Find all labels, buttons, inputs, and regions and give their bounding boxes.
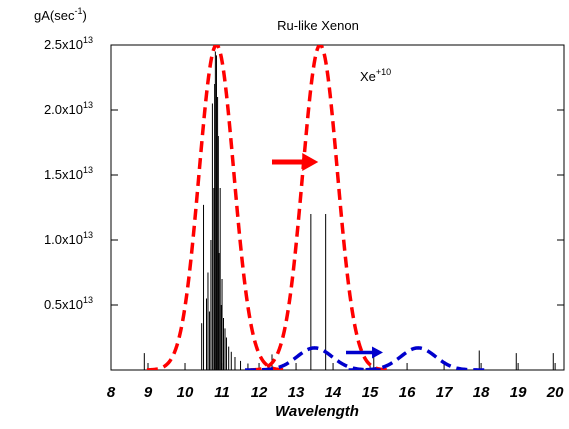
- x-tick-label: 11: [214, 384, 230, 401]
- chart-title: Ru-like Xenon: [277, 18, 359, 33]
- envelope-curves: [146, 45, 488, 370]
- blue-envelope-curve: [348, 346, 488, 370]
- x-tick-label: 12: [251, 384, 268, 401]
- y-tick-label: 1.5x1013: [44, 165, 93, 182]
- y-tick-label: 2.0x1013: [44, 100, 93, 117]
- blue-envelope-curve: [244, 346, 385, 370]
- y-tick-exponent: 13: [83, 230, 93, 240]
- y-tick-label: 1.0x1013: [44, 230, 93, 247]
- y-tick-label: 0.5x1013: [44, 295, 93, 312]
- red-envelope-curve: [146, 45, 287, 370]
- x-tick-label: 18: [473, 384, 490, 401]
- y-axis-label-end: ): [82, 8, 86, 23]
- x-tick-label: 16: [399, 384, 416, 401]
- y-tick-exponent: 13: [83, 100, 93, 110]
- y-axis-label-base: gA(sec: [34, 8, 75, 23]
- arrow-head: [302, 153, 319, 171]
- spectrum-lines: [143, 51, 554, 370]
- x-tick-label: 17: [436, 384, 453, 401]
- x-axis-label: Wavelength: [275, 403, 359, 420]
- y-tick-mantissa: 1.5x10: [44, 167, 83, 182]
- y-tick-mantissa: 0.5x10: [44, 297, 83, 312]
- plot-frame: [110, 44, 565, 371]
- x-tick-label: 8: [107, 384, 116, 401]
- x-axis-ticks: 8 9 10 11 12 13 14 15 16 17 18 19 20: [107, 363, 564, 401]
- arrow-head: [372, 346, 384, 359]
- y-tick-exponent: 13: [83, 35, 93, 45]
- x-tick-label: 19: [510, 384, 527, 401]
- y-tick-mantissa: 2.5x10: [44, 37, 83, 52]
- x-tick-label: 15: [362, 384, 379, 401]
- x-tick-label: 13: [288, 384, 305, 401]
- y-tick-mantissa: 2.0x10: [44, 102, 83, 117]
- y-tick-exponent: 13: [83, 165, 93, 175]
- ion-annotation-charge: +10: [376, 67, 391, 77]
- y-tick-exponent: 13: [83, 295, 93, 305]
- x-tick-label: 9: [144, 384, 153, 401]
- red-envelope-curve: [250, 45, 390, 370]
- y-axis-label: gA(sec-1): [34, 6, 87, 23]
- y-tick-mantissa: 1.0x10: [44, 232, 83, 247]
- ion-annotation-base: Xe: [360, 69, 376, 84]
- x-tick-label: 10: [177, 384, 194, 401]
- y-tick-label: 2.5x1013: [44, 35, 93, 52]
- ion-annotation: Xe+10: [360, 67, 391, 84]
- x-tick-label: 14: [325, 384, 342, 401]
- y-axis-label-exponent: -1: [74, 6, 82, 16]
- shift-arrows: [271, 153, 384, 359]
- x-tick-label: 20: [546, 384, 564, 401]
